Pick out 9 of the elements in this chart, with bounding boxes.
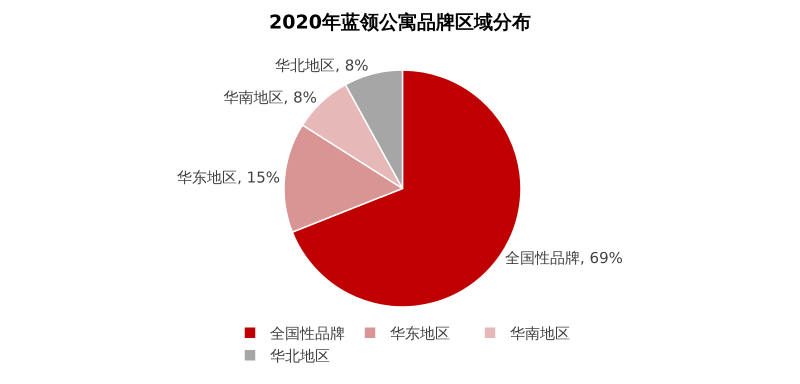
chart-title: 2020年蓝领公寓品牌区域分布	[269, 12, 531, 34]
data-label: 全国性品牌, 69%	[505, 248, 623, 267]
legend-label: 华南地区	[510, 324, 570, 343]
data-label: 华南地区, 8%	[224, 88, 317, 106]
legend-label: 华北地区	[270, 347, 330, 366]
data-label: 华北地区, 8%	[275, 56, 369, 74]
legend-label: 华东地区	[390, 324, 450, 343]
legend-label: 全国性品牌	[270, 324, 345, 343]
data-label: 华东地区, 15%	[177, 168, 280, 186]
